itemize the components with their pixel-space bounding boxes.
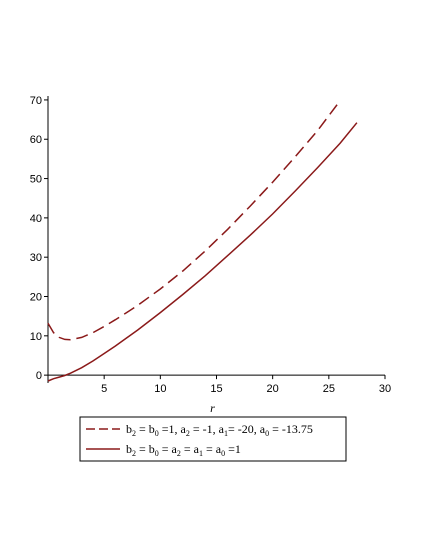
y-tick-label: 60 xyxy=(30,134,42,146)
y-tick-label: 70 xyxy=(30,95,42,107)
x-tick-label: 30 xyxy=(379,383,391,395)
x-tick-label: 25 xyxy=(323,383,335,395)
y-tick-label: 30 xyxy=(30,252,42,264)
x-tick-label: 10 xyxy=(154,383,166,395)
y-tick-label: 20 xyxy=(30,292,42,304)
x-axis-title: r xyxy=(210,401,215,415)
legend-label-1: b2 = b0 =1, a2 = -1, a1= -20, a0 = -13.7… xyxy=(126,422,313,438)
legend-box xyxy=(79,416,347,462)
x-tick-label: 15 xyxy=(210,383,222,395)
series-line-2 xyxy=(47,122,358,382)
x-tick-label: 20 xyxy=(267,383,279,395)
series-line-1 xyxy=(47,100,341,341)
y-tick-label: 0 xyxy=(36,370,42,382)
y-tick-label: 10 xyxy=(30,331,42,343)
y-tick-label: 50 xyxy=(30,174,42,186)
legend-label-2: b2 = b0 = a2 = a1 = a0 =1 xyxy=(126,442,241,458)
y-tick-label: 40 xyxy=(30,213,42,225)
x-tick-label: 5 xyxy=(101,383,107,395)
